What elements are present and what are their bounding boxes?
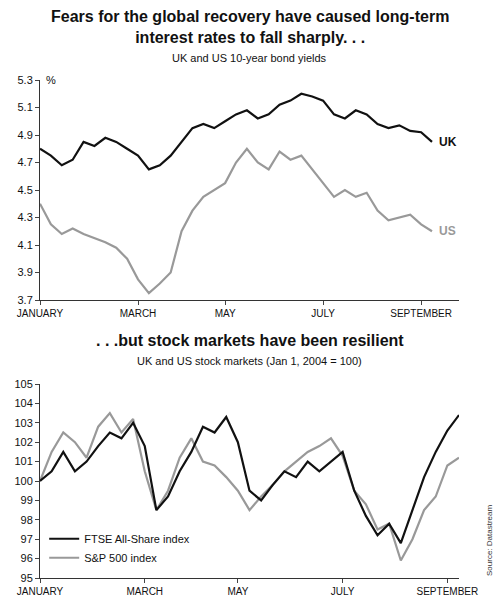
svg-text:MARCH: MARCH [120,308,157,319]
svg-text:3.7: 3.7 [18,294,33,306]
svg-text:SEPTEMBER: SEPTEMBER [390,308,452,319]
svg-text:S&P 500 index: S&P 500 index [84,552,157,564]
svg-text:4.3: 4.3 [18,211,33,223]
svg-text:97: 97 [21,533,33,545]
svg-text:%: % [46,74,56,86]
svg-text:101: 101 [14,455,32,467]
svg-text:103: 103 [14,417,32,429]
svg-text:UK and US 10-year bond yields: UK and US 10-year bond yields [172,52,327,64]
svg-text:4.1: 4.1 [18,239,33,251]
svg-text:98: 98 [21,514,33,526]
svg-text:4.5: 4.5 [18,184,33,196]
svg-text:FTSE All-Share index: FTSE All-Share index [84,533,190,545]
svg-text:. . .but stock markets have be: . . .but stock markets have been resilie… [96,332,404,349]
svg-text:JULY: JULY [331,586,355,597]
svg-text:MARCH: MARCH [126,586,163,597]
svg-text:5.3: 5.3 [18,74,33,86]
svg-text:3.9: 3.9 [18,266,33,278]
svg-text:95: 95 [21,572,33,584]
svg-text:SEPTEMBER: SEPTEMBER [417,586,479,597]
svg-text:100: 100 [14,475,32,487]
svg-text:5.1: 5.1 [18,101,33,113]
svg-text:MAY: MAY [215,308,236,319]
svg-text:JANUARY: JANUARY [17,586,64,597]
svg-text:105: 105 [14,378,32,390]
svg-text:96: 96 [21,552,33,564]
svg-text:Source: Datastream: Source: Datastream [485,505,494,576]
svg-text:US: US [439,224,456,238]
svg-text:JANUARY: JANUARY [17,308,64,319]
svg-text:Fears for the global recovery: Fears for the global recovery have cause… [51,8,449,46]
svg-text:4.7: 4.7 [18,156,33,168]
svg-text:102: 102 [14,436,32,448]
svg-text:MAY: MAY [227,586,248,597]
svg-text:99: 99 [21,494,33,506]
svg-text:104: 104 [14,397,32,409]
svg-text:UK: UK [439,135,457,149]
svg-text:UK and US stock markets (Jan 1: UK and US stock markets (Jan 1, 2004 = 1… [137,355,362,367]
svg-text:4.9: 4.9 [18,129,33,141]
svg-text:JULY: JULY [311,308,335,319]
